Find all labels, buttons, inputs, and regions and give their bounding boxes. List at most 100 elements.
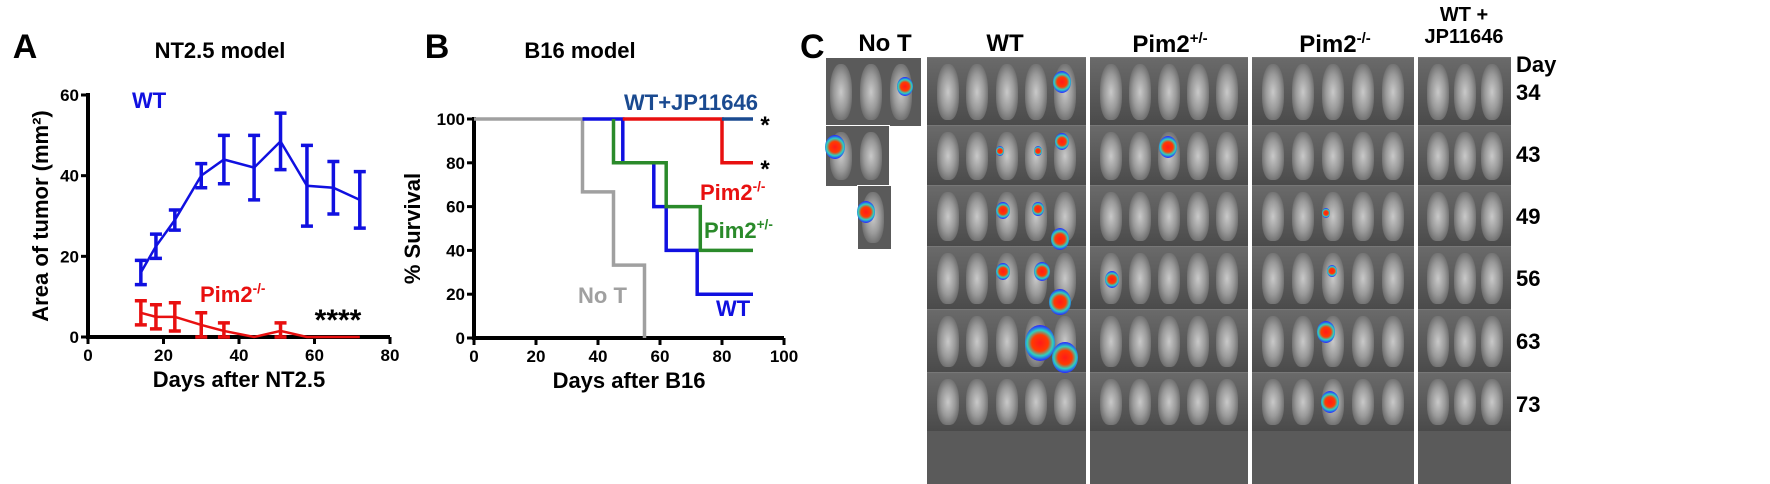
chart-a-y-label: Area of tumor (mm²) — [28, 110, 53, 321]
legend-no-t: No T — [578, 283, 627, 308]
mouse-image — [1216, 253, 1239, 304]
image-row — [1090, 185, 1248, 247]
mouse-image — [1158, 253, 1180, 304]
mouse-image — [1426, 132, 1449, 180]
mouse-image — [1292, 379, 1314, 425]
mouse-image — [1480, 132, 1503, 180]
error-bar — [353, 169, 366, 230]
mouse-image — [1382, 253, 1404, 304]
bioluminescence-signal — [1034, 146, 1042, 156]
chart-a-title: NT2.5 model — [155, 38, 286, 63]
mouse-image — [1128, 253, 1151, 304]
chart-b-x-label: Days after B16 — [553, 368, 706, 393]
mouse-image — [1382, 64, 1404, 120]
bioluminescence-signal — [857, 201, 875, 223]
image-row — [1418, 309, 1511, 373]
image-block — [1090, 57, 1248, 484]
y-tick-label: 60 — [446, 198, 465, 217]
image-row — [1252, 185, 1414, 247]
legend-wt-jp11646: WT+JP11646 — [624, 90, 758, 115]
mouse-image — [1099, 316, 1122, 367]
image-row — [1090, 57, 1248, 126]
mouse-image — [966, 192, 989, 241]
mouse-image — [995, 132, 1018, 180]
y-tick-label: 40 — [60, 167, 79, 186]
mouse-image — [1292, 253, 1314, 304]
error-bar — [300, 143, 313, 228]
label: Pim2 — [1132, 31, 1190, 58]
mouse-image — [1382, 379, 1404, 425]
legend-wt: WT — [716, 296, 751, 321]
bioluminescence-signal — [1159, 136, 1177, 158]
legend-wt: WT — [132, 88, 167, 113]
mouse-image — [1099, 64, 1122, 120]
bioluminescence-signal — [1317, 321, 1335, 343]
x-tick-label: 80 — [381, 346, 400, 365]
mouse-image — [1352, 253, 1374, 304]
mouse-image — [1453, 192, 1476, 241]
y-tick-label: 80 — [446, 154, 465, 173]
mouse-image — [1453, 64, 1476, 120]
bioluminescence-signal — [1025, 325, 1055, 361]
mouse-image — [995, 64, 1018, 120]
bioluminescence-signal — [1032, 202, 1044, 217]
mouse-image — [966, 316, 989, 367]
mouse-image — [1453, 379, 1476, 425]
legend-pim2-ko: Pim2-/- — [700, 179, 765, 205]
mouse-image — [1426, 64, 1449, 120]
day-label: 43 — [1516, 142, 1541, 167]
image-row — [1418, 246, 1511, 310]
mouse-image — [1426, 192, 1449, 241]
y-tick-label: 0 — [456, 329, 465, 348]
mouse-image — [1426, 379, 1449, 425]
mouse-image — [1262, 132, 1284, 180]
mouse-image — [1292, 192, 1314, 241]
bioluminescence-signal — [996, 146, 1004, 156]
error-bar — [274, 321, 287, 339]
mouse-image — [936, 253, 959, 304]
mouse-image — [1099, 379, 1122, 425]
day-label: 56 — [1516, 266, 1541, 291]
mouse-image — [1292, 316, 1314, 367]
mouse-image — [1480, 316, 1503, 367]
day-header: Day — [1516, 52, 1557, 77]
mouse-image — [1322, 253, 1344, 304]
day-label: 49 — [1516, 204, 1541, 229]
image-row — [1252, 57, 1414, 126]
x-tick-label: 20 — [527, 347, 546, 366]
mouse-image — [966, 132, 989, 180]
mouse-image — [1024, 132, 1047, 180]
mouse-image — [995, 316, 1018, 367]
error-bar — [134, 258, 147, 287]
mouse-image — [1453, 316, 1476, 367]
error-bar — [217, 321, 230, 339]
bioluminescence-signal — [996, 202, 1010, 219]
mouse-image — [1382, 192, 1404, 241]
x-tick-label: 40 — [589, 347, 608, 366]
mouse-image — [995, 379, 1018, 425]
y-tick-label: 40 — [446, 241, 465, 260]
mouse-image — [1322, 132, 1344, 180]
chart-a-x-label: Days after NT2.5 — [153, 367, 325, 392]
mouse-image — [1480, 379, 1503, 425]
mouse-image — [1128, 64, 1151, 120]
x-tick-label: 20 — [154, 346, 173, 365]
significance-annotation: * — [760, 156, 770, 183]
mouse-image — [1128, 379, 1151, 425]
x-tick-label: 60 — [651, 347, 670, 366]
mouse-image — [1054, 379, 1077, 425]
survival-curve-2 — [611, 119, 753, 253]
error-bar — [168, 300, 181, 333]
mouse-image — [1187, 192, 1210, 241]
panel-letter-c: C — [800, 28, 825, 66]
group-label-wt-jp: WT + JP11646 — [1416, 4, 1512, 48]
mouse-image — [1158, 379, 1180, 425]
survival-curve-3 — [622, 117, 753, 165]
day-label: 73 — [1516, 392, 1541, 417]
x-tick-label: 40 — [230, 346, 249, 365]
mouse-image — [966, 64, 989, 120]
error-bar — [149, 232, 162, 261]
label: WT + — [1439, 4, 1489, 26]
y-tick-label: 100 — [437, 110, 465, 129]
